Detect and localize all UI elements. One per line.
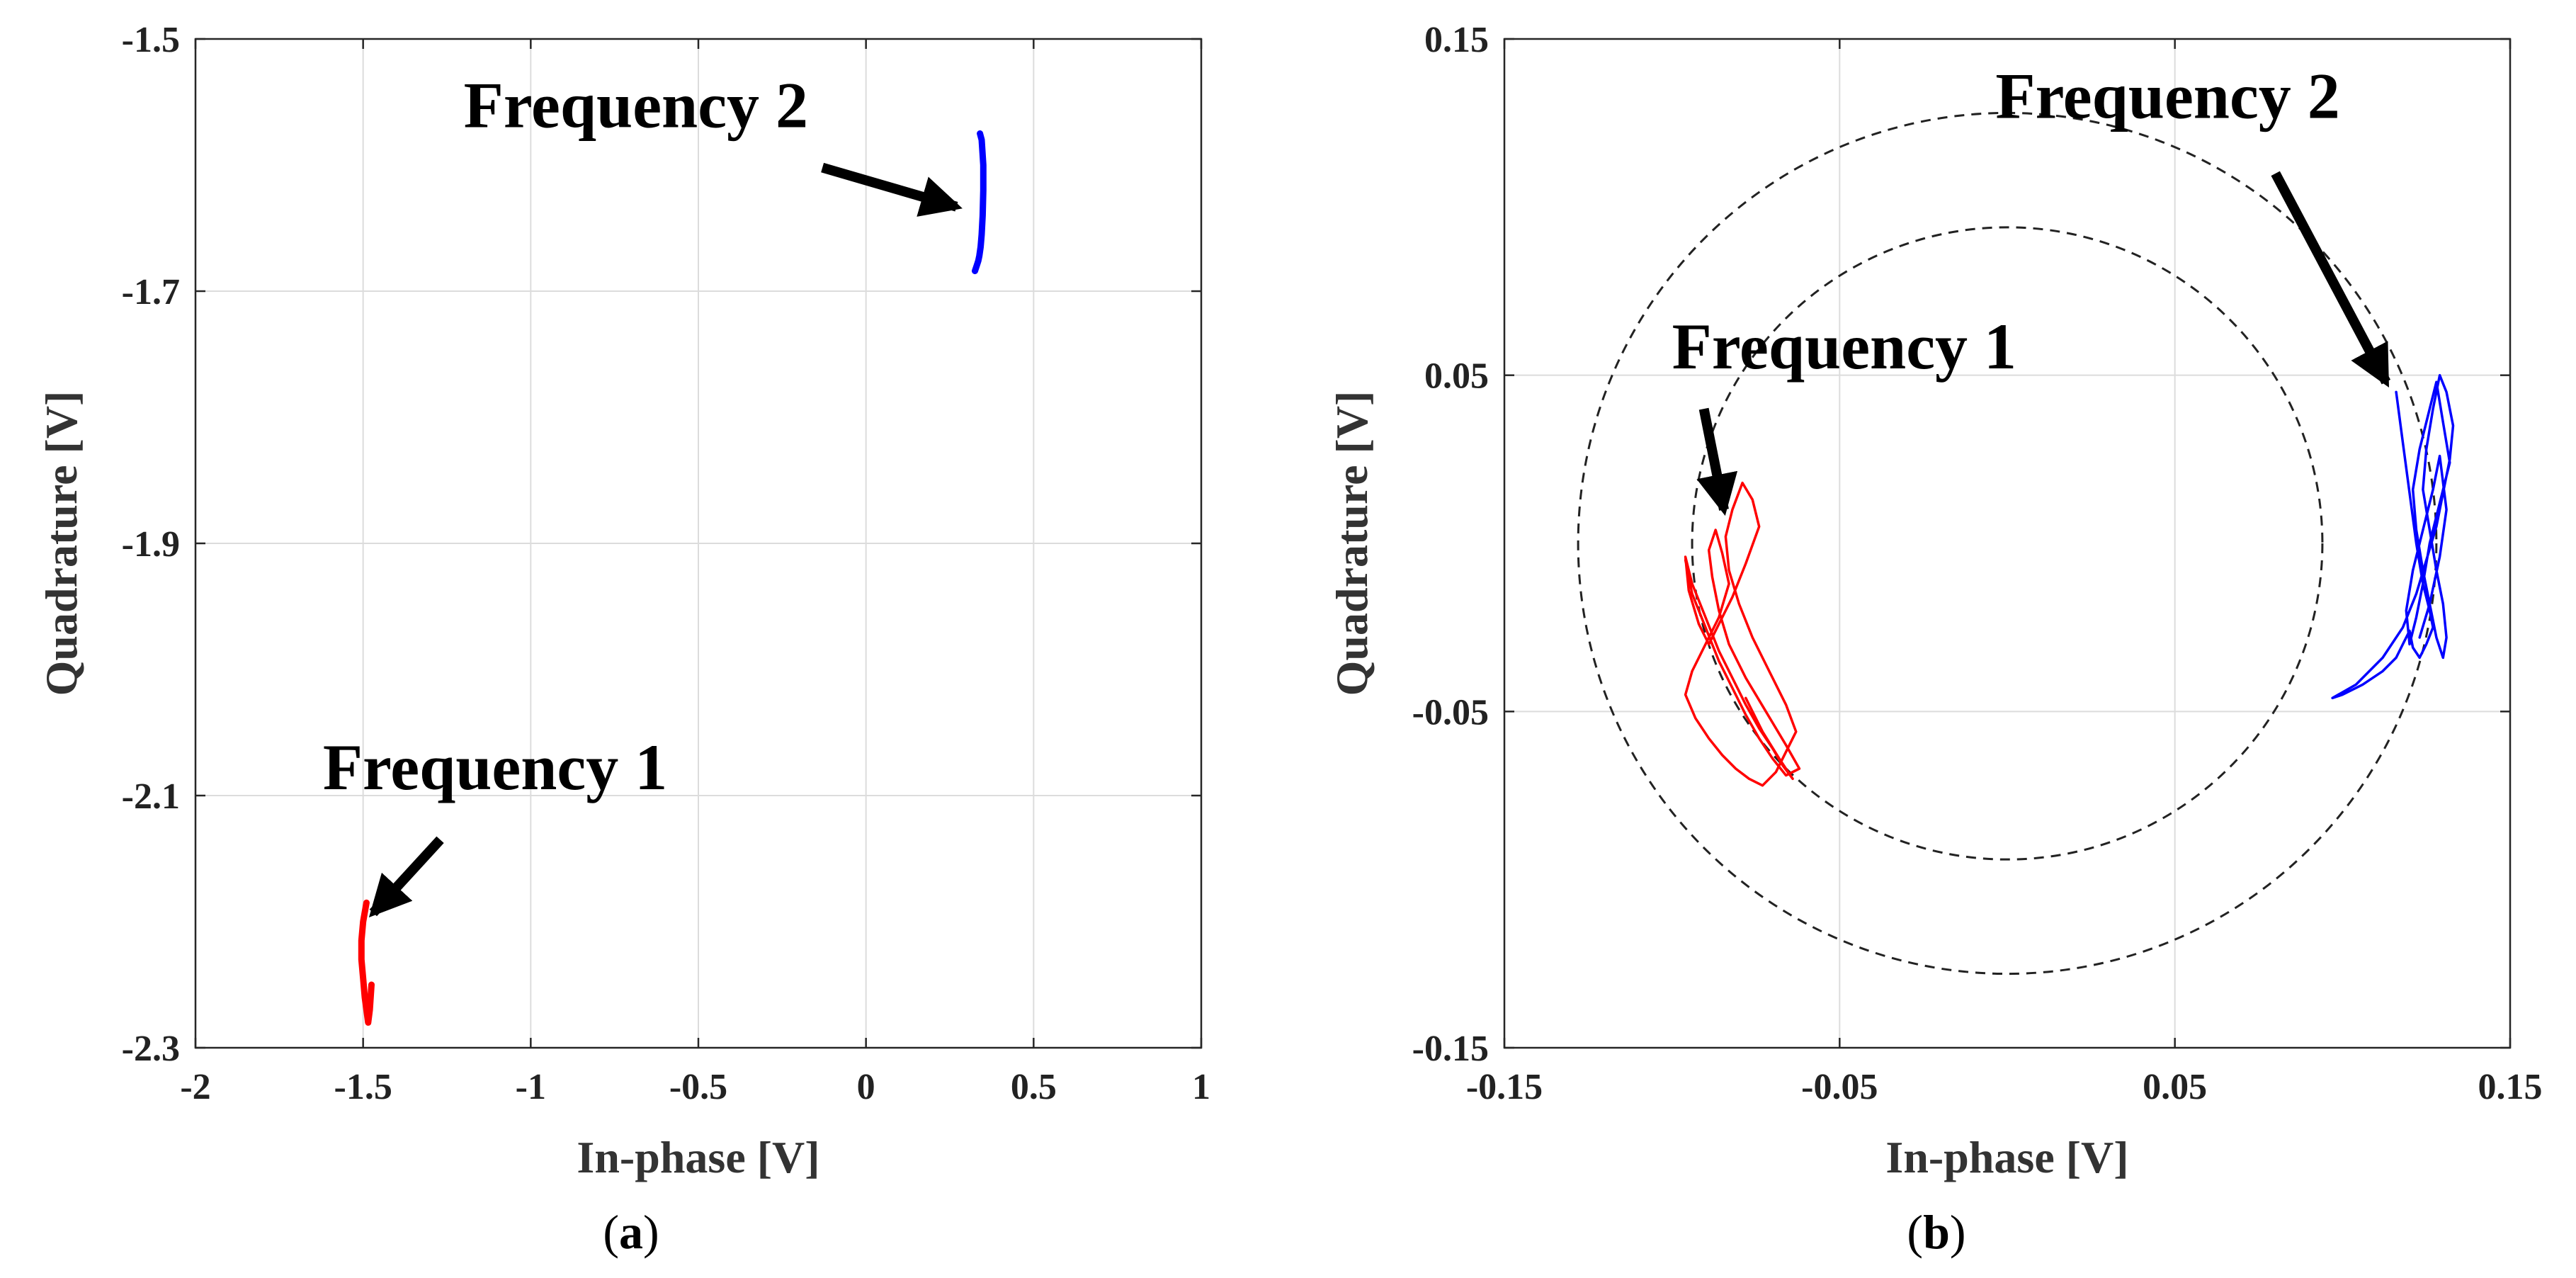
dashed-circle <box>1577 111 2438 976</box>
x-tick-label: 0.05 <box>2143 1067 2207 1107</box>
x-tick-label: -2 <box>180 1067 210 1107</box>
series-frequency-2 <box>2331 373 2455 700</box>
x-tick-label: -0.5 <box>669 1067 727 1107</box>
x-tick-label: 1 <box>1192 1067 1210 1107</box>
y-tick-label: 0.15 <box>1424 20 1489 60</box>
annotation-arrow <box>2271 171 2391 388</box>
x-tick-label: -1 <box>516 1067 546 1107</box>
y-tick-label: -1.9 <box>122 524 180 565</box>
dashed-circle <box>1691 226 2324 861</box>
panel-label-a: (a) <box>603 1205 659 1259</box>
panel-label-b: (b) <box>1907 1205 1965 1259</box>
x-tick-label: -0.15 <box>1466 1067 1543 1107</box>
y-axis-label: Quadrature [V] <box>36 391 86 696</box>
x-tick-label: 0.15 <box>2478 1067 2543 1107</box>
annotation-arrow <box>1696 407 1738 516</box>
y-tick-label: -1.5 <box>122 20 180 60</box>
y-tick-label: 0.05 <box>1424 356 1489 397</box>
chart-panel-a: -2 -1.5 -1 -0.5 0 0.5 1 -2.3 -2.1 -1.9 -1.7 -1.5 I… <box>36 20 1210 1259</box>
annotations: Frequency 2 Frequency 1 <box>323 69 963 918</box>
tick-marks <box>1503 38 2512 1049</box>
y-tick-label: -0.15 <box>1412 1029 1489 1069</box>
y-tick-label: -0.05 <box>1412 692 1489 733</box>
data-traces <box>358 130 987 1026</box>
x-tick-label: 0 <box>857 1067 875 1107</box>
y-tick-labels: -0.15 -0.05 0.05 0.15 <box>1412 20 1489 1069</box>
axes-frame <box>1503 38 2512 1049</box>
series-frequency-1 <box>358 899 375 1026</box>
x-tick-label: -0.05 <box>1801 1067 1878 1107</box>
y-tick-label: -2.1 <box>122 776 180 817</box>
annotations: Frequency 2 Frequency 1 <box>1672 60 2391 516</box>
panel-letter: b <box>1923 1205 1950 1259</box>
gridlines <box>1504 38 2511 1048</box>
annotation-arrow <box>368 836 444 918</box>
annotation-label: Frequency 2 <box>464 69 808 142</box>
data-traces <box>1684 373 2455 787</box>
series-frequency-1 <box>1684 481 1801 787</box>
y-tick-label: -1.7 <box>122 272 180 312</box>
annotation-label: Frequency 1 <box>1672 310 2016 383</box>
x-tick-label: -1.5 <box>334 1067 392 1107</box>
x-tick-labels: -2 -1.5 -1 -0.5 0 0.5 1 <box>180 1067 1210 1107</box>
y-tick-labels: -2.3 -2.1 -1.9 -1.7 -1.5 <box>122 20 180 1069</box>
annotation-arrow <box>821 162 963 217</box>
x-axis-label: In-phase [V] <box>577 1132 819 1182</box>
reference-circles <box>1577 111 2438 976</box>
x-axis-label: In-phase [V] <box>1885 1132 2128 1182</box>
y-tick-label: -2.3 <box>122 1029 180 1069</box>
series-frequency-2 <box>972 130 987 274</box>
x-tick-labels: -0.15 -0.05 0.05 0.15 <box>1466 1067 2543 1107</box>
y-axis-label: Quadrature [V] <box>1327 391 1377 696</box>
annotation-label: Frequency 1 <box>323 731 667 803</box>
panel-letter: a <box>619 1205 643 1259</box>
chart-panel-b: -0.15 -0.05 0.05 0.15 -0.15 -0.05 0.05 0.15 In… <box>1327 20 2543 1259</box>
gridlines <box>195 38 1202 1048</box>
axes-frame <box>194 38 1203 1049</box>
x-tick-label: 0.5 <box>1011 1067 1057 1107</box>
annotation-label: Frequency 2 <box>1995 60 2339 132</box>
